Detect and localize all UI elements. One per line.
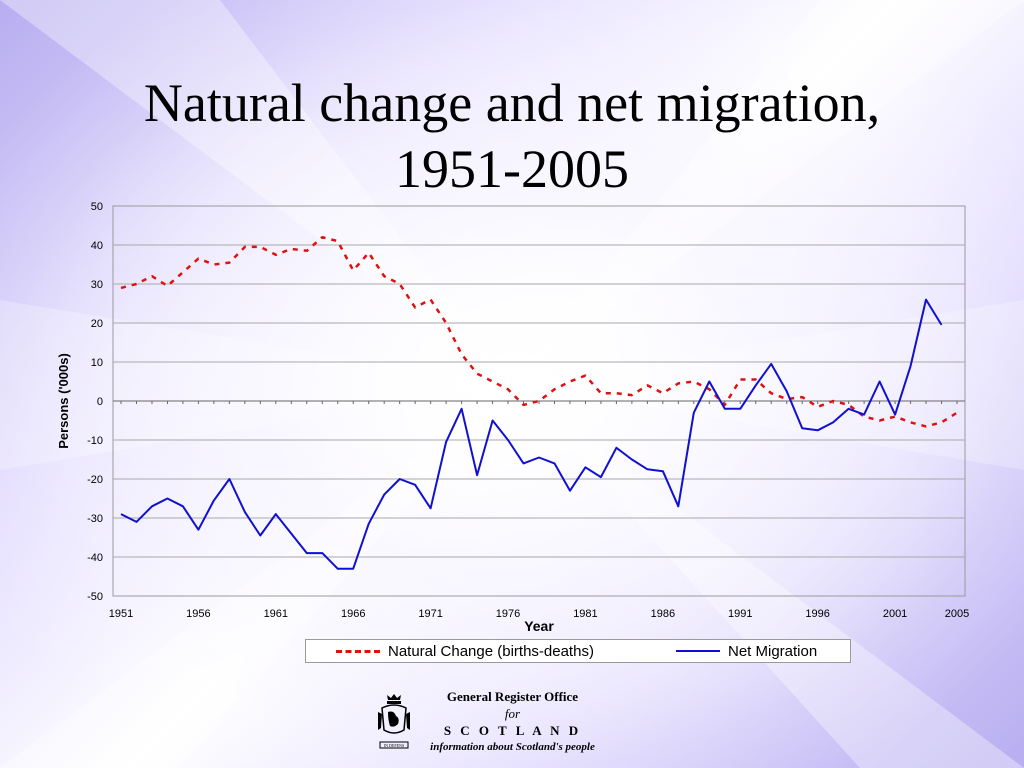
series-line-net-migration [120, 298, 943, 570]
legend-item-natural-change: Natural Change (births-deaths) [336, 641, 594, 661]
title-line-2: 1951-2005 [395, 139, 629, 199]
y-tick-label: -30 [87, 513, 103, 525]
organisation-name: General Register Office for S C O T L A … [420, 688, 605, 756]
y-tick-label: 50 [91, 201, 103, 213]
x-axis-tick-labels: 1951 1956 1961 1966 1971 1976 1981 1986 1991 1996… [109, 608, 969, 620]
series-lines [120, 235, 958, 570]
lion-rampant-crest-icon: IN DEFENS [378, 694, 410, 749]
org-line-2: for [504, 706, 521, 721]
x-tick-label: 1976 [496, 608, 520, 620]
legend-label-net-migration: Net Migration [728, 642, 818, 660]
x-tick-label: 1961 [264, 608, 288, 620]
title-line-1: Natural change and net migration, [143, 73, 881, 133]
x-axis-label: Year [524, 618, 554, 634]
x-tick-label: 1971 [418, 608, 442, 620]
crest-motto: IN DEFENS [384, 743, 404, 748]
x-tick-label: 1956 [186, 608, 210, 620]
y-tick-label: 30 [91, 279, 103, 291]
series-line-natural-change [120, 235, 958, 428]
x-tick-label: 1996 [805, 608, 829, 620]
zero-axis [113, 400, 965, 404]
y-tick-label: -10 [87, 435, 103, 447]
x-tick-label: 1981 [573, 608, 597, 620]
y-axis-tick-labels: 50 40 30 20 10 0 -10 -20 -30 -40 -50 [87, 201, 103, 603]
legend-label-natural-change: Natural Change (births-deaths) [388, 642, 594, 660]
y-tick-label: 40 [91, 240, 103, 252]
org-line-1: General Register Office [446, 689, 579, 704]
x-tick-label: 2001 [883, 608, 907, 620]
legend-dashed-line-swatch [336, 649, 380, 653]
y-tick-label: 10 [91, 357, 103, 369]
y-tick-label: -50 [87, 591, 103, 603]
x-tick-label: 2005 [945, 608, 969, 620]
x-tick-label: 1986 [651, 608, 675, 620]
y-axis-label: Persons ('000s) [56, 353, 71, 449]
x-tick-label: 1991 [728, 608, 752, 620]
y-tick-label: -20 [87, 474, 103, 486]
x-tick-label: 1951 [109, 608, 133, 620]
y-tick-label: -40 [87, 552, 103, 564]
legend-item-net-migration: Net Migration [676, 641, 817, 661]
gridlines [113, 244, 965, 558]
legend-solid-line-swatch [676, 650, 720, 652]
org-line-4: information about Scotland's people [430, 741, 595, 753]
footer-branding: IN DEFENS General Register Office for S … [370, 688, 630, 758]
slide-title: Natural change and net migration, 1951-2… [0, 70, 1024, 202]
chart-legend: Natural Change (births-deaths) Net Migra… [305, 639, 851, 663]
x-tick-label: 1966 [341, 608, 365, 620]
y-tick-label: 0 [97, 396, 103, 408]
org-line-3: S C O T L A N D [443, 723, 582, 738]
y-tick-label: 20 [91, 318, 103, 330]
